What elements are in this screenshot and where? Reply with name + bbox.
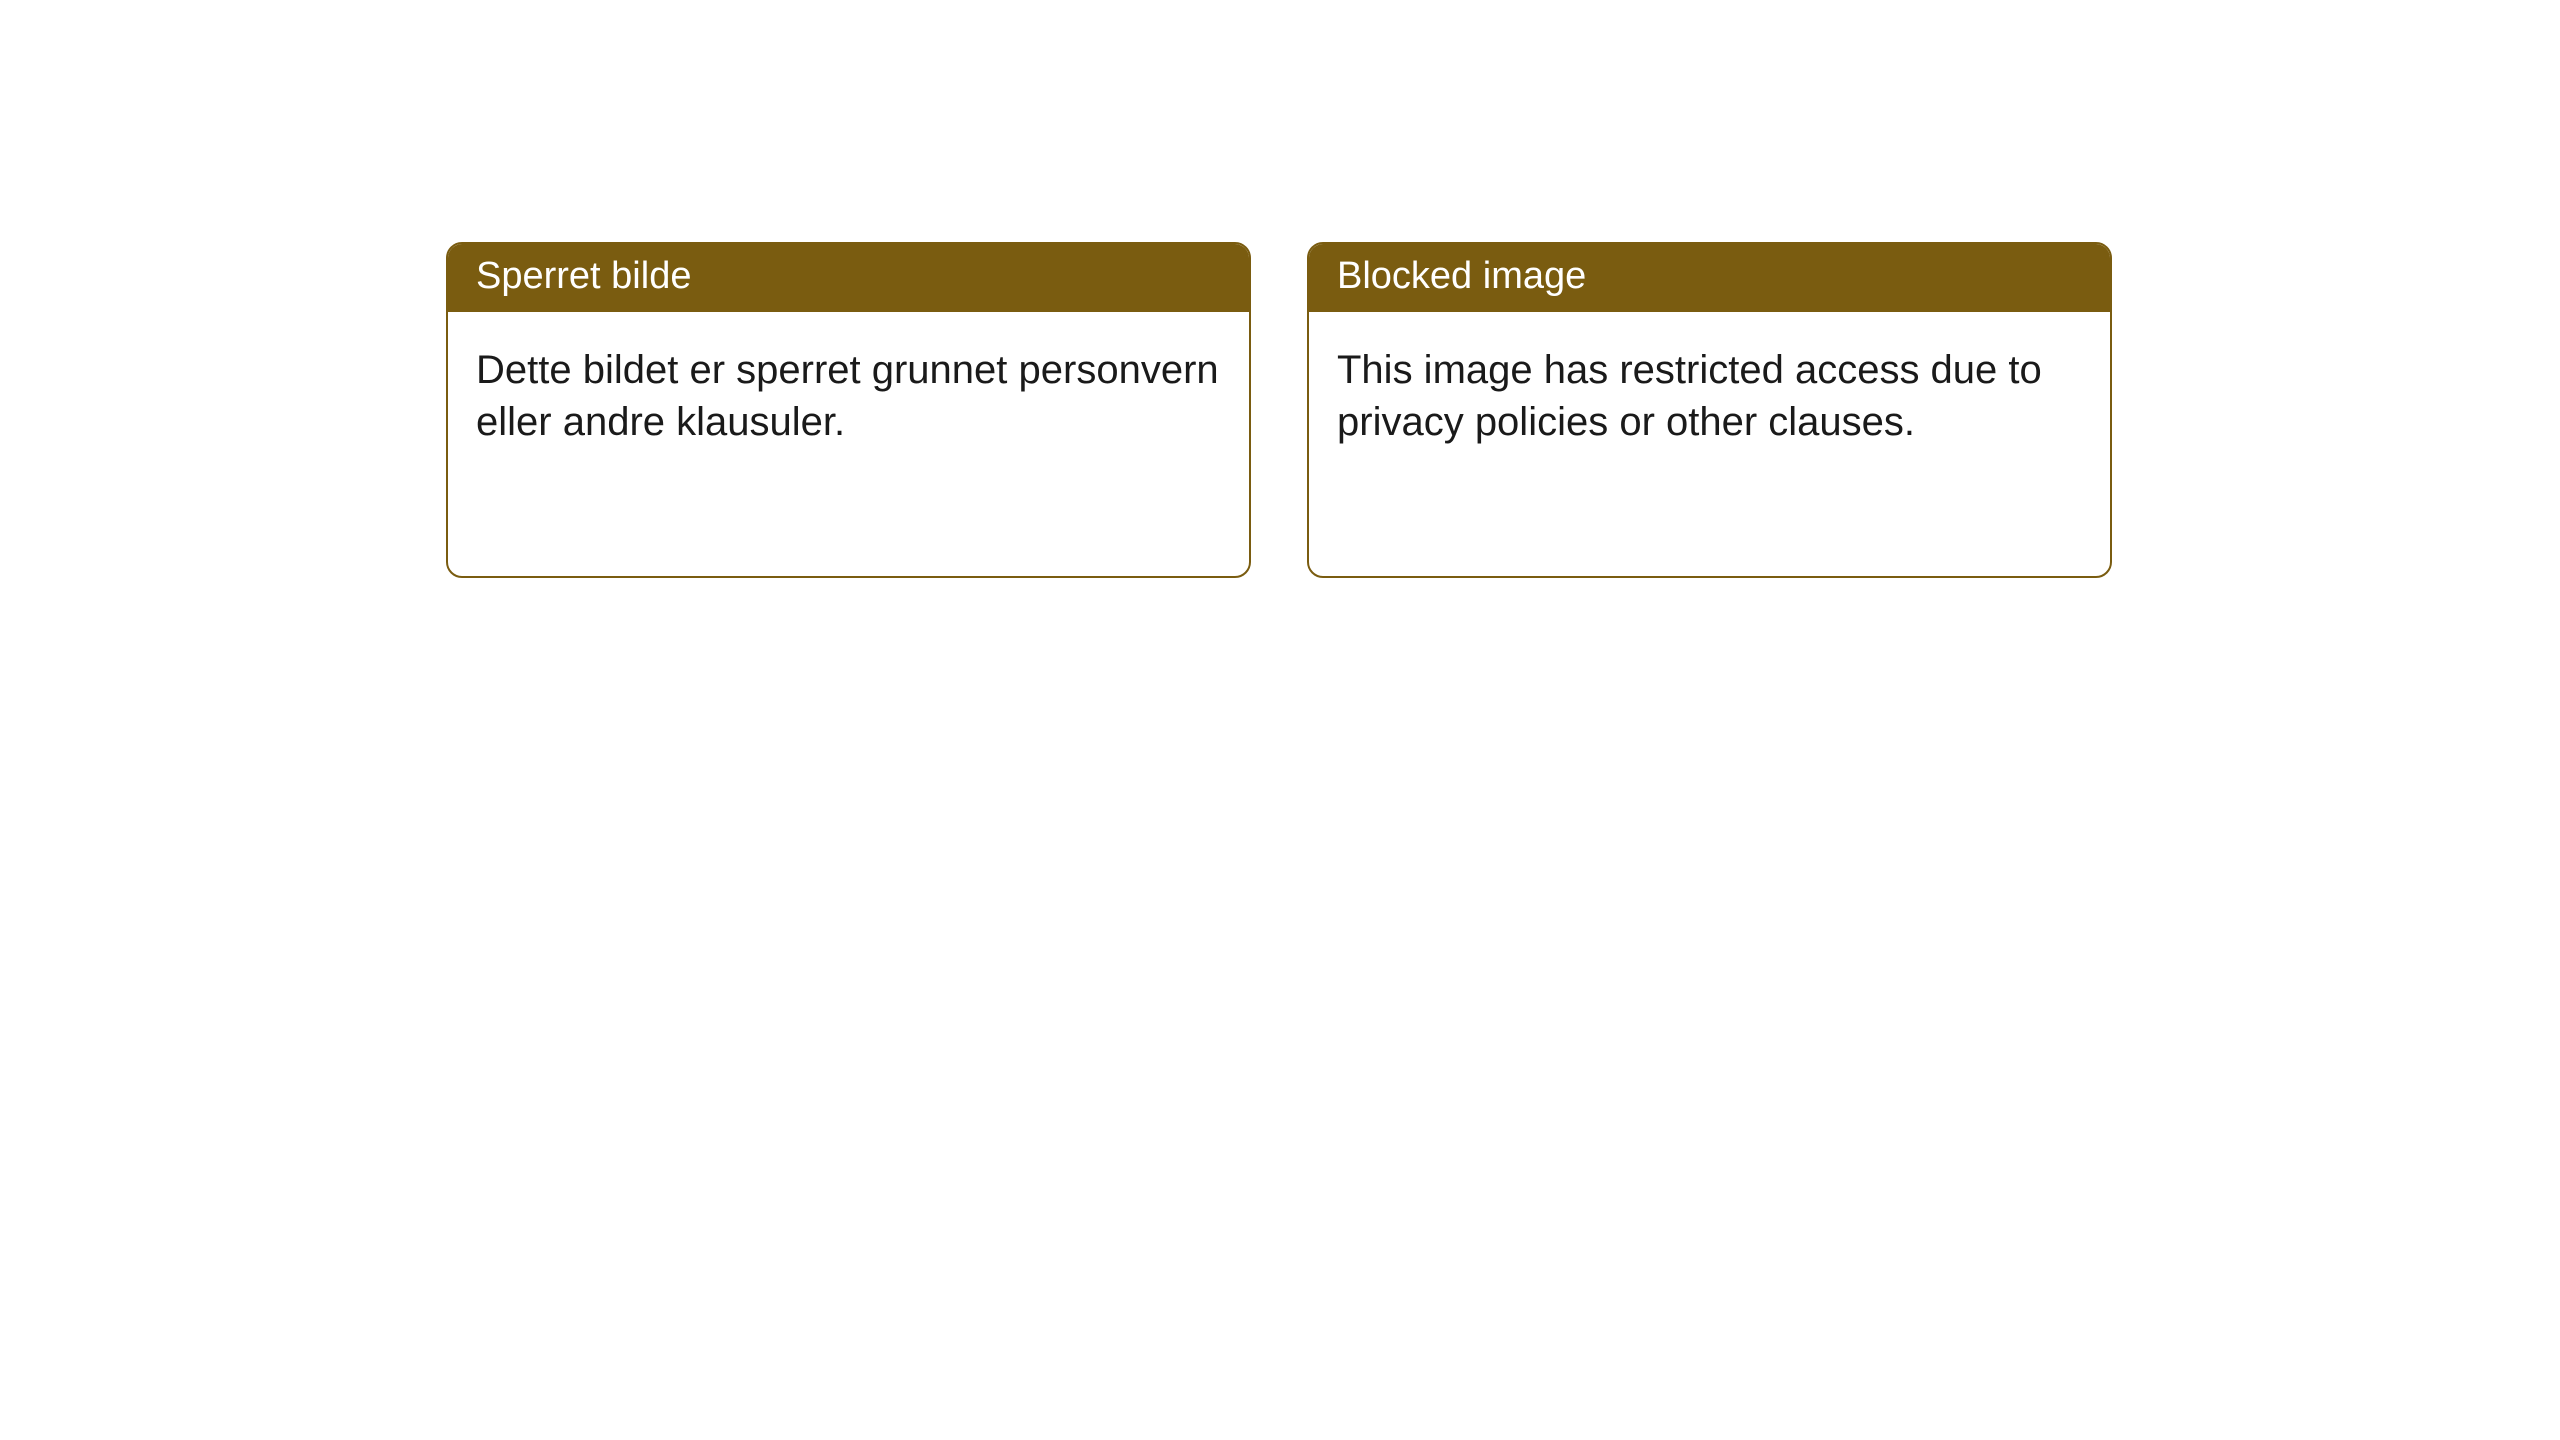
card-body-text: Dette bildet er sperret grunnet personve… xyxy=(476,348,1219,444)
card-header: Blocked image xyxy=(1309,244,2110,312)
card-title: Blocked image xyxy=(1337,255,1586,297)
cards-container: Sperret bilde Dette bildet er sperret gr… xyxy=(446,242,2112,578)
card-body: This image has restricted access due to … xyxy=(1309,312,2110,480)
blocked-image-card-norwegian: Sperret bilde Dette bildet er sperret gr… xyxy=(446,242,1251,578)
blocked-image-card-english: Blocked image This image has restricted … xyxy=(1307,242,2112,578)
card-body-text: This image has restricted access due to … xyxy=(1337,348,2042,444)
card-header: Sperret bilde xyxy=(448,244,1249,312)
card-title: Sperret bilde xyxy=(476,255,691,297)
card-body: Dette bildet er sperret grunnet personve… xyxy=(448,312,1249,480)
